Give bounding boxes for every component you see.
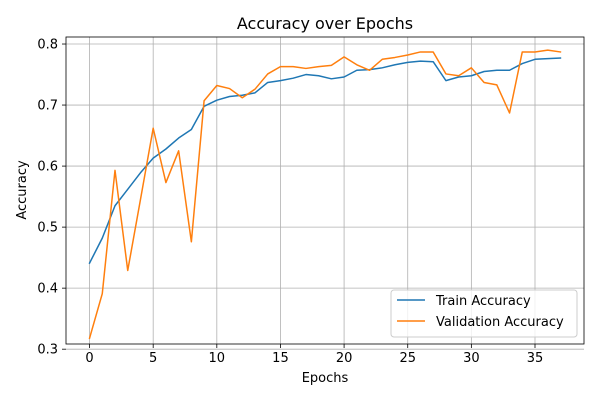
y-tick-label: 0.5 <box>37 221 58 236</box>
x-tick-label: 30 <box>463 351 480 366</box>
legend-label-validation: Validation Accuracy <box>436 315 564 330</box>
x-tick-label: 5 <box>149 351 157 366</box>
x-axis-label: Epochs <box>302 371 349 386</box>
chart-title: Accuracy over Epochs <box>237 14 413 33</box>
grid-lines <box>66 37 584 350</box>
validation-accuracy-line <box>88 49 562 340</box>
x-tick-label: 15 <box>272 351 289 366</box>
axis-ticks: 0 5 10 15 20 25 30 35 0.3 0.4 0.5 0.6 0.7 0.8 <box>37 38 543 366</box>
x-tick-label: 10 <box>209 351 226 366</box>
y-tick-label: 0.8 <box>37 38 58 53</box>
plot-area-frame <box>65 36 585 345</box>
x-tick-label: 35 <box>527 351 544 366</box>
legend: Train Accuracy Validation Accuracy <box>390 289 578 338</box>
x-tick-label: 20 <box>336 351 353 366</box>
y-tick-label: 0.6 <box>37 160 58 175</box>
y-tick-label: 0.4 <box>37 282 58 297</box>
data-series <box>88 49 562 340</box>
train-accuracy-line <box>88 57 562 265</box>
x-tick-label: 0 <box>85 351 93 366</box>
x-tick-label: 25 <box>399 351 416 366</box>
legend-label-train: Train Accuracy <box>435 294 531 309</box>
y-tick-label: 0.3 <box>37 343 58 358</box>
y-axis-label: Accuracy <box>15 160 30 220</box>
y-tick-label: 0.7 <box>37 99 58 114</box>
legend-box <box>390 289 578 338</box>
